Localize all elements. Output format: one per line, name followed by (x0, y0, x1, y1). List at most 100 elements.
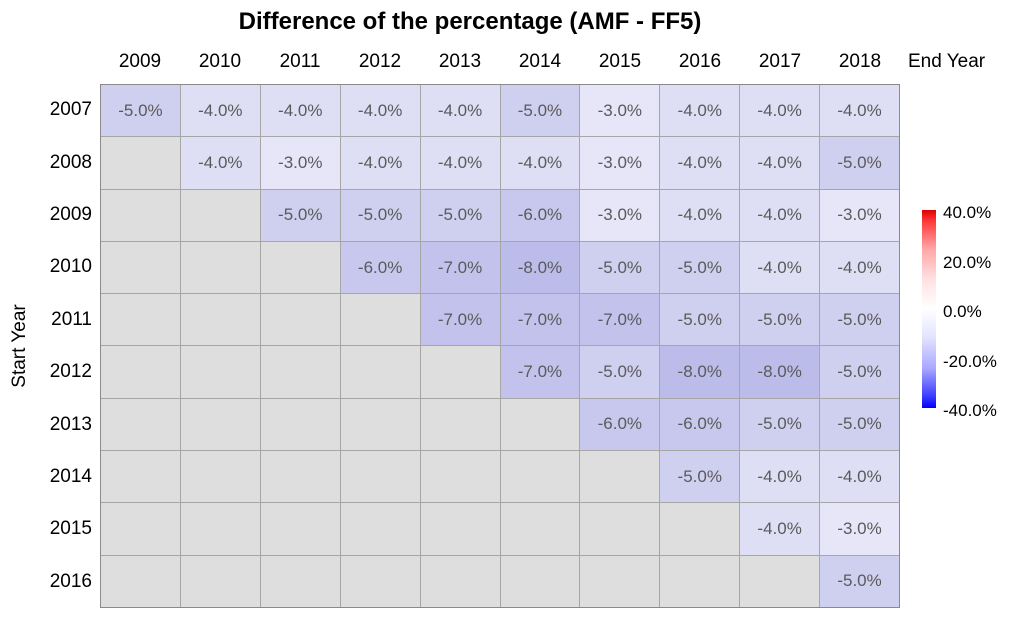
heatmap-cell (101, 294, 180, 346)
heatmap-cell (420, 451, 500, 503)
heatmap-cell (420, 346, 500, 398)
heatmap-cell: -3.0% (580, 85, 660, 137)
heatmap-cell (101, 503, 180, 555)
heatmap-cell: -7.0% (500, 294, 580, 346)
heatmap-cell: -5.0% (500, 85, 580, 137)
heatmap-cell: -4.0% (820, 451, 899, 503)
heatmap-cell (340, 294, 420, 346)
heatmap-cell: -4.0% (740, 85, 820, 137)
heatmap-cell: -4.0% (740, 451, 820, 503)
column-header: 2017 (758, 51, 802, 72)
row-label: 2013 (49, 413, 92, 435)
heatmap-cell: -7.0% (420, 241, 500, 294)
column-header: 2012 (358, 51, 402, 72)
row-label: 2015 (49, 518, 92, 540)
heatmap-cell (580, 503, 660, 555)
row-label: 2007 (49, 99, 92, 121)
heatmap-cell (420, 503, 500, 555)
heatmap-cell (101, 555, 180, 607)
heatmap-cell: -4.0% (820, 241, 899, 294)
heatmap-cell: -4.0% (500, 137, 580, 189)
heatmap-cell (260, 241, 340, 294)
x-axis-tick-labels: 2009 2010 2011 2012 2013 2014 2015 2016 2017 2018 (100, 46, 900, 78)
heatmap-cell: -5.0% (820, 294, 899, 346)
heatmap-cell: -5.0% (260, 189, 340, 241)
row-label: 2016 (49, 570, 92, 592)
chart-title: Difference of the percentage (AMF - FF5) (238, 8, 702, 35)
heatmap-cell: -5.0% (740, 294, 820, 346)
heatmap-cell: -4.0% (660, 137, 740, 189)
heatmap-cell (260, 398, 340, 451)
column-header: 2011 (279, 51, 321, 72)
column-header: 2009 (118, 51, 162, 72)
heatmap-cell (101, 189, 180, 241)
heatmap-cell: -5.0% (820, 555, 899, 607)
heatmap-cell: -4.0% (740, 503, 820, 555)
heatmap-cell: -8.0% (500, 241, 580, 294)
colorbar-tick-label: -40.0% (943, 401, 997, 420)
row-label: 2011 (51, 308, 92, 330)
colorbar-gradient (922, 210, 936, 408)
heatmap-cell (101, 241, 180, 294)
colorbar-tick-label: -20.0% (943, 351, 997, 371)
heatmap-cell: -5.0% (340, 189, 420, 241)
heatmap-cell: -4.0% (660, 85, 740, 137)
heatmap-cell: -6.0% (580, 398, 660, 451)
heatmap-cell (180, 346, 260, 398)
column-header: 2014 (518, 51, 562, 72)
heatmap-cell (420, 555, 500, 607)
row-label: 2012 (49, 361, 92, 383)
heatmap-cell (340, 398, 420, 451)
colorbar-tick-label: 0.0% (943, 302, 982, 321)
column-header: 2018 (838, 51, 882, 72)
heatmap-cell: -7.0% (500, 346, 580, 398)
row-label: 2010 (49, 256, 92, 278)
heatmap-cell: -5.0% (660, 241, 740, 294)
heatmap-cell: -5.0% (660, 294, 740, 346)
heatmap-cell (180, 451, 260, 503)
heatmap-cell (740, 555, 820, 607)
column-header: 2015 (598, 51, 642, 72)
y-axis-tick-labels: 2007 2008 2009 2010 2011 2012 2013 2014 2015 2016 (0, 84, 92, 608)
heatmap-cell (500, 451, 580, 503)
heatmap-cell: -5.0% (820, 346, 899, 398)
heatmap-cell: -4.0% (340, 85, 420, 137)
heatmap-cell: -5.0% (580, 241, 660, 294)
heatmap-cell: -4.0% (420, 137, 500, 189)
heatmap-cell: -4.0% (740, 241, 820, 294)
heatmap-cell (101, 346, 180, 398)
heatmap-cell (340, 346, 420, 398)
heatmap-cell: -5.0% (580, 346, 660, 398)
heatmap-cell: -6.0% (500, 189, 580, 241)
column-header: 2016 (678, 51, 722, 72)
heatmap-cell (500, 503, 580, 555)
heatmap-cell: -4.0% (340, 137, 420, 189)
heatmap-cell (180, 241, 260, 294)
heatmap-cell (580, 451, 660, 503)
heatmap-cell (101, 137, 180, 189)
colorbar-tick-label: 40.0% (943, 203, 992, 222)
heatmap-cell: -5.0% (660, 451, 740, 503)
heatmap-plot-area: -5.0% -4.0% -4.0% -4.0% -4.0% -5.0% -3.0% -4.0%… (100, 84, 900, 608)
heatmap-cell (660, 555, 740, 607)
heatmap-cell (260, 503, 340, 555)
column-header: 2010 (198, 51, 242, 72)
heatmap-cell (101, 451, 180, 503)
heatmap-cell: -4.0% (260, 85, 340, 137)
heatmap-cell: -4.0% (180, 137, 260, 189)
heatmap-cell: -8.0% (740, 346, 820, 398)
heatmap-cell (420, 398, 500, 451)
heatmap-cell (500, 555, 580, 607)
heatmap-cell (180, 503, 260, 555)
heatmap-cell: -3.0% (820, 189, 899, 241)
heatmap-cell: -4.0% (820, 85, 899, 137)
heatmap-cell (260, 294, 340, 346)
heatmap-cell: -4.0% (660, 189, 740, 241)
heatmap-cell (340, 555, 420, 607)
heatmap-cell (180, 294, 260, 346)
column-header: 2013 (438, 51, 482, 72)
heatmap-cell: -3.0% (820, 503, 899, 555)
heatmap-cell (260, 346, 340, 398)
heatmap-cell (180, 189, 260, 241)
heatmap-cell (260, 555, 340, 607)
